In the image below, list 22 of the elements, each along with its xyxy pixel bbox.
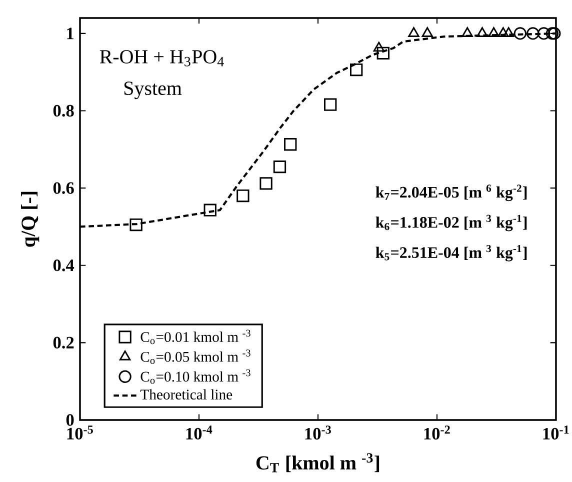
- x-tick-label: 10$^{-2}$: [424, 426, 450, 440]
- annotation: R-OH + H$_{3}$PO$_{4}$: [100, 50, 224, 66]
- legend-label: C$_{o}$=0.05 kmol m $^{-3}$: [140, 350, 250, 364]
- annotation: k$_{6}$=1.18E-02 [m $^{3}$ kg$^{-1}$]: [376, 214, 527, 232]
- y-tick-label: 1: [67, 28, 74, 40]
- x-tick-label: 10$^{-1}$: [543, 426, 569, 440]
- y-axis-title: q/Q [-]: [21, 192, 40, 247]
- y-tick-label: 0.4: [53, 259, 74, 272]
- annotation: System: [124, 82, 182, 100]
- y-tick-label: 0.8: [53, 104, 74, 117]
- legend-label: C$_{o}$=0.01 kmol m $^{-3}$: [140, 330, 250, 344]
- x-tick-label: 10$^{-5}$: [67, 426, 93, 440]
- legend-label: Theoretical line: [140, 389, 232, 400]
- y-tick-label: 0: [66, 414, 74, 426]
- annotation: k$_{5}$=2.51E-04 [m $^{3}$ kg$^{-1}$]: [376, 244, 527, 262]
- y-tick-label: 0.6: [53, 182, 74, 194]
- annotation: k$_{7}$=2.04E-05 [m $^{6}$ kg$^{-2}$]: [376, 184, 527, 202]
- x-tick-label: 10$^{-4}$: [186, 426, 212, 440]
- x-tick-label: 10$^{-3}$: [305, 426, 331, 440]
- y-tick-label: 0.2: [53, 336, 74, 349]
- x-axis-title: C$_{T}$ [kmol m $^{-3}$]: [256, 453, 380, 472]
- legend-label: C$_{o}$=0.10 kmol m $^{-3}$: [140, 369, 250, 384]
